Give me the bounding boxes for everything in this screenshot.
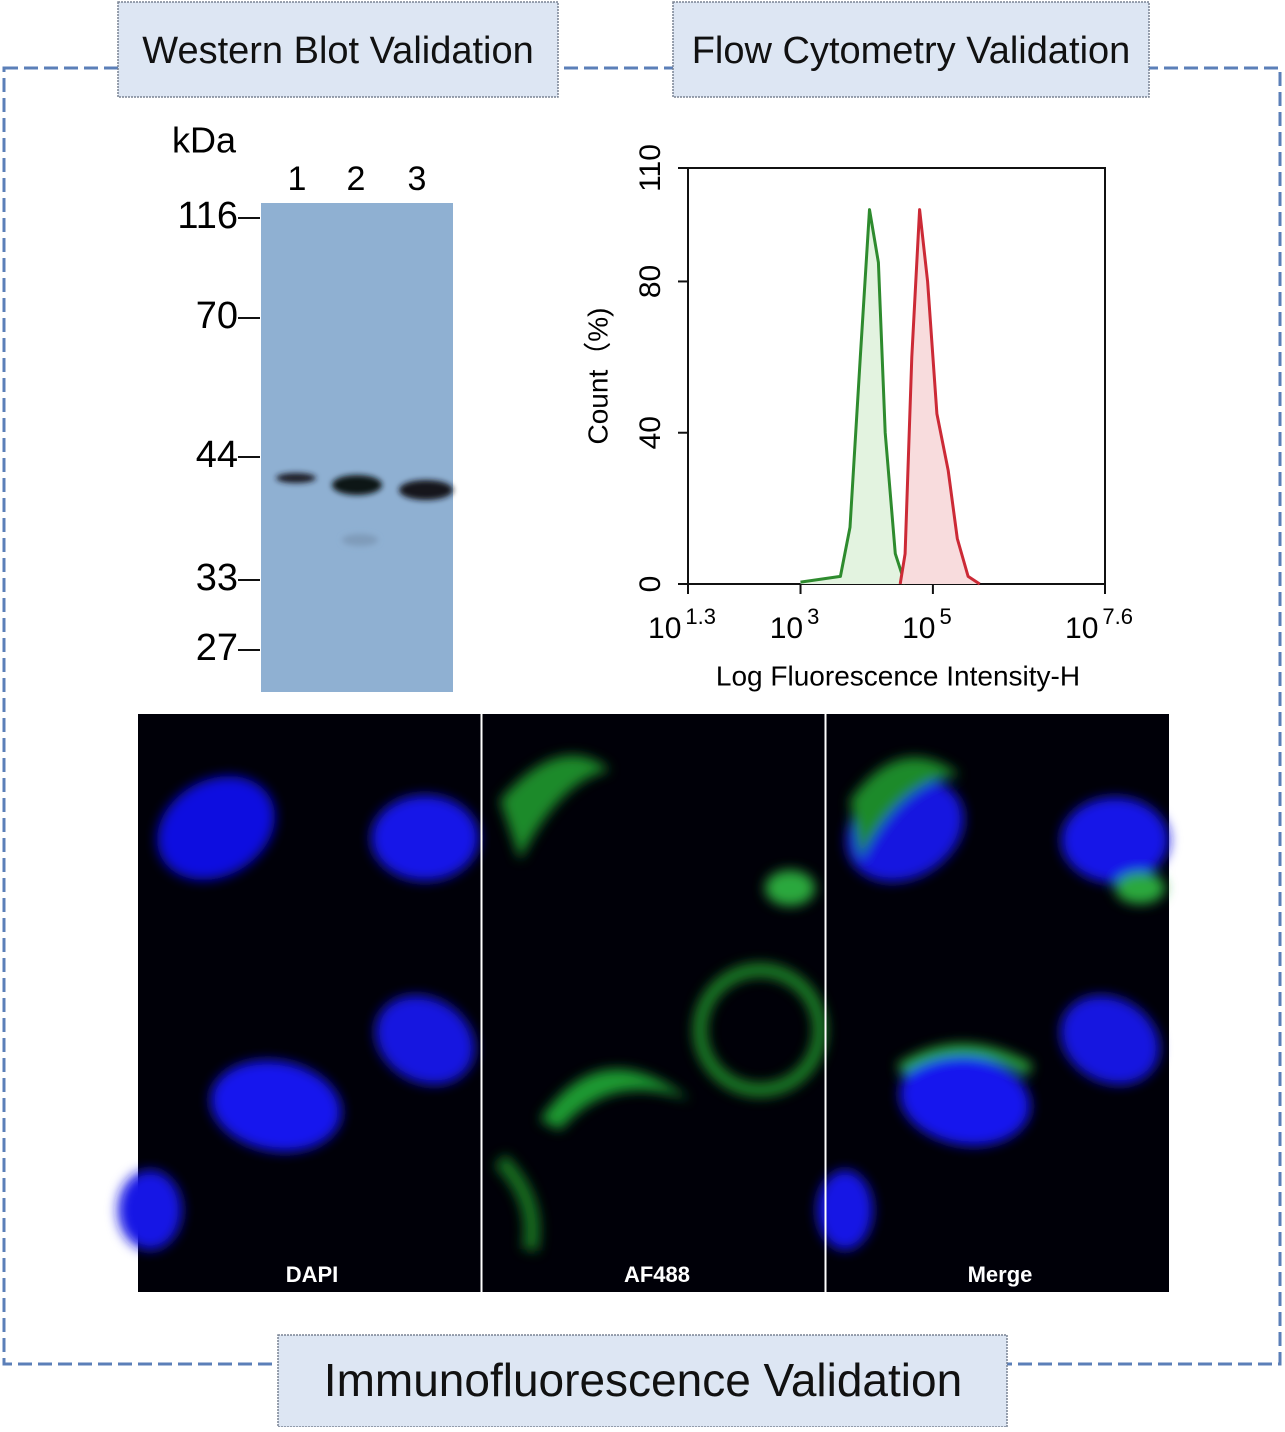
western-blot: kDa 1 2 3 116 70 44 33 27 [172, 120, 453, 692]
title-box [672, 1, 1150, 98]
if-panels: DAPI AF488 Merge [118, 714, 1169, 1292]
plot-frame [687, 167, 1106, 585]
tick-exponent: 7.6 [1102, 604, 1133, 629]
y-tick-label: 110 [634, 144, 667, 192]
marker-label: 44 [196, 434, 238, 476]
curve [898, 208, 981, 586]
if-background [138, 714, 1169, 1292]
title-box [277, 1334, 1008, 1428]
channel-label: DAPI [286, 1262, 339, 1287]
x-tick-label: 10 3 [770, 604, 820, 645]
unit-label: kDa [172, 120, 237, 161]
tick-base: 10 [648, 612, 681, 645]
marker-label: 70 [196, 295, 238, 337]
x-tick-label: 10 5 [902, 604, 952, 645]
x-tick-label: 10 7.6 [1065, 604, 1133, 645]
if-title: Immunofluorescence Validation [324, 1354, 962, 1406]
y-tick-label: 80 [634, 265, 667, 298]
tick-base: 10 [1065, 612, 1098, 645]
blot-membrane [261, 203, 453, 692]
lane-label: 1 [288, 160, 307, 198]
wb-title: Western Blot Validation [142, 30, 533, 72]
tick-exponent: 5 [939, 604, 951, 629]
tick-base: 10 [902, 612, 935, 645]
tick-exponent: 3 [807, 604, 819, 629]
curve-fill [800, 209, 906, 584]
channel-label: Merge [968, 1262, 1033, 1287]
marker-label: 116 [177, 195, 238, 237]
title-box [117, 1, 559, 98]
x-tick-label: 10 1.3 [648, 604, 716, 645]
bands [276, 473, 453, 546]
tick-exponent: 1.3 [685, 604, 716, 629]
lane-label: 2 [347, 160, 366, 198]
curve [800, 208, 907, 585]
channel-label: AF488 [624, 1262, 690, 1287]
curve-fill [900, 209, 980, 584]
y-tick-label: 40 [634, 416, 667, 449]
fc-title: Flow Cytometry Validation [692, 30, 1131, 72]
marker-label: 33 [196, 557, 238, 599]
lane-label: 3 [408, 160, 427, 198]
tick-base: 10 [770, 612, 803, 645]
marker-label: 27 [196, 627, 238, 669]
y-tick-label: 0 [634, 576, 667, 593]
y-axis-label: Count（%) [582, 308, 613, 445]
x-axis-label: Log Fluorescence Intensity-H [716, 660, 1080, 691]
